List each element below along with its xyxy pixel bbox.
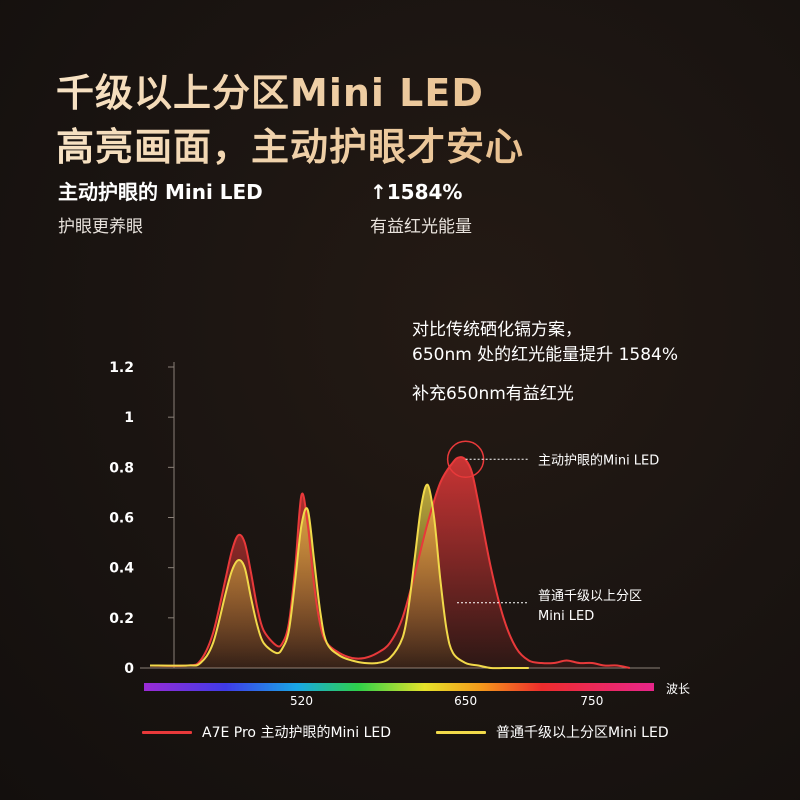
series-area-0 xyxy=(150,457,630,668)
legend-label-yellow: 普通千级以上分区Mini LED xyxy=(496,725,669,741)
y-tick-label: 0 xyxy=(124,661,134,677)
legend-item-red: A7E Pro 主动护眼的Mini LED xyxy=(142,721,391,743)
stat-red-light: ↑1584% 有益红光能量 xyxy=(370,178,472,240)
x-tick-label: 650 xyxy=(454,694,477,708)
y-axis-ticks: 0 0.2 0.4 0.6 0.8 1 1.2 xyxy=(109,360,174,677)
legend-swatch-yellow xyxy=(436,730,486,734)
stat-red-light-subtitle: 有益红光能量 xyxy=(370,217,472,237)
annotation-label-red: 主动护眼的Mini LED xyxy=(538,452,659,468)
series-areas xyxy=(150,457,630,669)
y-tick-label: 0.8 xyxy=(109,460,134,476)
series-area-1 xyxy=(150,484,529,669)
annotation-label-yellow-line2: Mini LED xyxy=(538,609,594,624)
annotation-label-yellow-line1: 普通千级以上分区 xyxy=(538,589,642,604)
legend-swatch-red xyxy=(142,730,192,734)
series-line-0 xyxy=(149,456,630,669)
x-tick-label: 750 xyxy=(580,694,603,708)
series-lines xyxy=(149,456,630,670)
stat-eye-care-title: 主动护眼的 Mini LED xyxy=(58,180,263,204)
chart-annotations: 主动护眼的Mini LED 普通千级以上分区 Mini LED xyxy=(446,440,659,624)
legend-label-red: A7E Pro 主动护眼的Mini LED xyxy=(202,725,392,741)
stat-red-light-value: ↑1584% xyxy=(370,180,463,204)
stat-eye-care: 主动护眼的 Mini LED 护眼更养眼 xyxy=(58,178,263,240)
y-tick-label: 0.2 xyxy=(109,611,134,627)
y-tick-label: 0.4 xyxy=(109,561,134,577)
comparison-note: 对比传统硒化镉方案， 650nm 处的红光能量提升 1584% xyxy=(412,318,678,368)
y-tick-label: 0.6 xyxy=(109,511,134,527)
x-tick-label: 520 xyxy=(290,694,313,708)
comparison-note-line-1: 对比传统硒化镉方案， xyxy=(412,320,582,340)
legend-item-yellow: 普通千级以上分区Mini LED xyxy=(436,721,669,743)
comparison-note-line-2: 650nm 处的红光能量提升 1584% xyxy=(412,345,679,365)
x-axis-label: 波长 xyxy=(666,682,690,696)
y-tick-label: 1 xyxy=(124,410,134,426)
stat-eye-care-subtitle: 护眼更养眼 xyxy=(58,217,143,237)
wavelength-spectrum-bar xyxy=(144,683,654,691)
x-axis-ticks: 520 650 750 xyxy=(290,694,603,708)
supplement-note: 补充650nm有益红光 xyxy=(412,384,574,404)
series-line-1 xyxy=(149,483,529,670)
y-tick-label: 1.2 xyxy=(109,360,134,376)
